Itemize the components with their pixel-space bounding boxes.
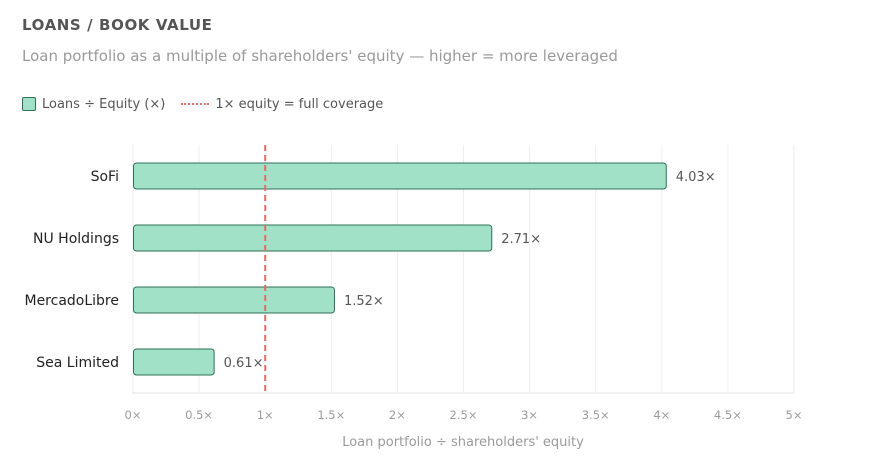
value-labels: 4.03× 2.71× 1.52× 0.61×	[224, 170, 716, 371]
x-tick-label: 1×	[257, 408, 274, 422]
x-axis-ticks: 0× 0.5× 1× 1.5× 2× 2.5× 3× 3.5× 4× 4.5× 5×	[125, 408, 803, 422]
x-tick-label: 3×	[521, 408, 538, 422]
value-label: 2.71×	[501, 232, 541, 247]
legend-reference-line	[181, 103, 210, 105]
x-tick-label: 3.5×	[582, 408, 610, 422]
x-tick-label: 0×	[125, 408, 142, 422]
chart-subtitle: Loan portfolio as a multiple of sharehol…	[22, 47, 618, 65]
x-tick-label: 5×	[786, 408, 803, 422]
x-tick-label: 1.5×	[317, 408, 345, 422]
chart-title: LOANS / BOOK VALUE	[22, 16, 213, 34]
legend-swatch	[22, 97, 36, 111]
legend-item-series[interactable]: Loans ÷ Equity (×)	[22, 97, 165, 112]
value-label: 0.61×	[224, 356, 264, 371]
bar[interactable]	[133, 224, 493, 252]
legend-series-label: Loans ÷ Equity (×)	[42, 96, 166, 112]
bar[interactable]	[133, 162, 667, 190]
value-label: 1.52×	[344, 294, 384, 309]
category-label: SoFi	[91, 169, 119, 185]
bars	[133, 162, 667, 376]
category-label: Sea Limited	[36, 355, 119, 371]
category-label: MercadoLibre	[24, 293, 119, 309]
legend-item-reference[interactable]: 1× equity = full coverage	[181, 97, 383, 112]
x-tick-label: 4.5×	[714, 408, 742, 422]
category-labels: SoFi NU Holdings MercadoLibre Sea Limited	[24, 169, 119, 371]
x-axis-title: Loan portfolio ÷ shareholders' equity	[342, 435, 584, 450]
value-label: 4.03×	[676, 170, 716, 185]
x-tick-label: 0.5×	[185, 408, 213, 422]
x-tick-label: 4×	[653, 408, 670, 422]
x-tick-label: 2.5×	[450, 408, 478, 422]
bar[interactable]	[133, 348, 215, 376]
legend-reference-label: 1× equity = full coverage	[215, 96, 384, 112]
category-label: NU Holdings	[33, 231, 119, 247]
chart-legend: Loans ÷ Equity (×) 1× equity = full cove…	[22, 95, 399, 113]
bar[interactable]	[133, 286, 335, 314]
x-tick-label: 2×	[389, 408, 406, 422]
